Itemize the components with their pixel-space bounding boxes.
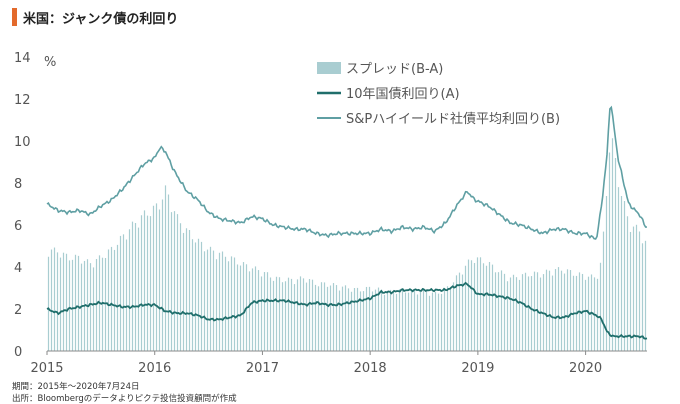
axes: 0 2 4 6 8 10 12 14 % 2015 2016 2017 2018 2019 2020 xyxy=(14,51,647,376)
legend: スプレッド(B-A) 10年国債利回り(A) S&Pハイイールド社債平均利回り(B) xyxy=(317,62,560,127)
legend-swatch-spread xyxy=(317,62,341,74)
x-tick-label: 2019 xyxy=(461,361,494,376)
legend-label: S&Pハイイールド社債平均利回り(B) xyxy=(346,111,560,127)
title-accent-bar xyxy=(12,8,17,26)
x-tick-label: 2020 xyxy=(569,361,602,376)
y-tick-label: 8 xyxy=(14,177,22,192)
yield-lines xyxy=(46,105,648,340)
y-unit-label: % xyxy=(44,55,56,70)
legend-label: スプレッド(B-A) xyxy=(346,62,443,77)
y-tick-label: 14 xyxy=(14,51,31,66)
chart-title: 米国：ジャンク債の利回り xyxy=(23,11,179,27)
footnote-period: 期間：2015年～2020年7月24日 xyxy=(12,382,140,392)
hy-yield-line xyxy=(46,105,648,240)
spread-bars xyxy=(47,138,647,351)
y-tick-label: 4 xyxy=(14,261,22,276)
footnote-source: 出所：Bloombergのデータよりピクテ投信投資顧問が作成 xyxy=(12,394,237,404)
y-tick-label: 0 xyxy=(14,345,22,360)
x-tick-label: 2017 xyxy=(246,361,279,376)
y-tick-label: 6 xyxy=(14,219,22,234)
x-tick-label: 2018 xyxy=(354,361,387,376)
x-tick-label: 2016 xyxy=(138,361,171,376)
y-tick-label: 2 xyxy=(14,303,22,318)
x-tick-label: 2015 xyxy=(30,361,63,376)
chart-title-block: 米国：ジャンク債の利回り xyxy=(12,8,179,27)
y-tick-label: 12 xyxy=(14,93,31,108)
treasury-yield-line xyxy=(46,281,648,340)
y-tick-label: 10 xyxy=(14,135,31,150)
legend-label: 10年国債利回り(A) xyxy=(346,87,460,102)
